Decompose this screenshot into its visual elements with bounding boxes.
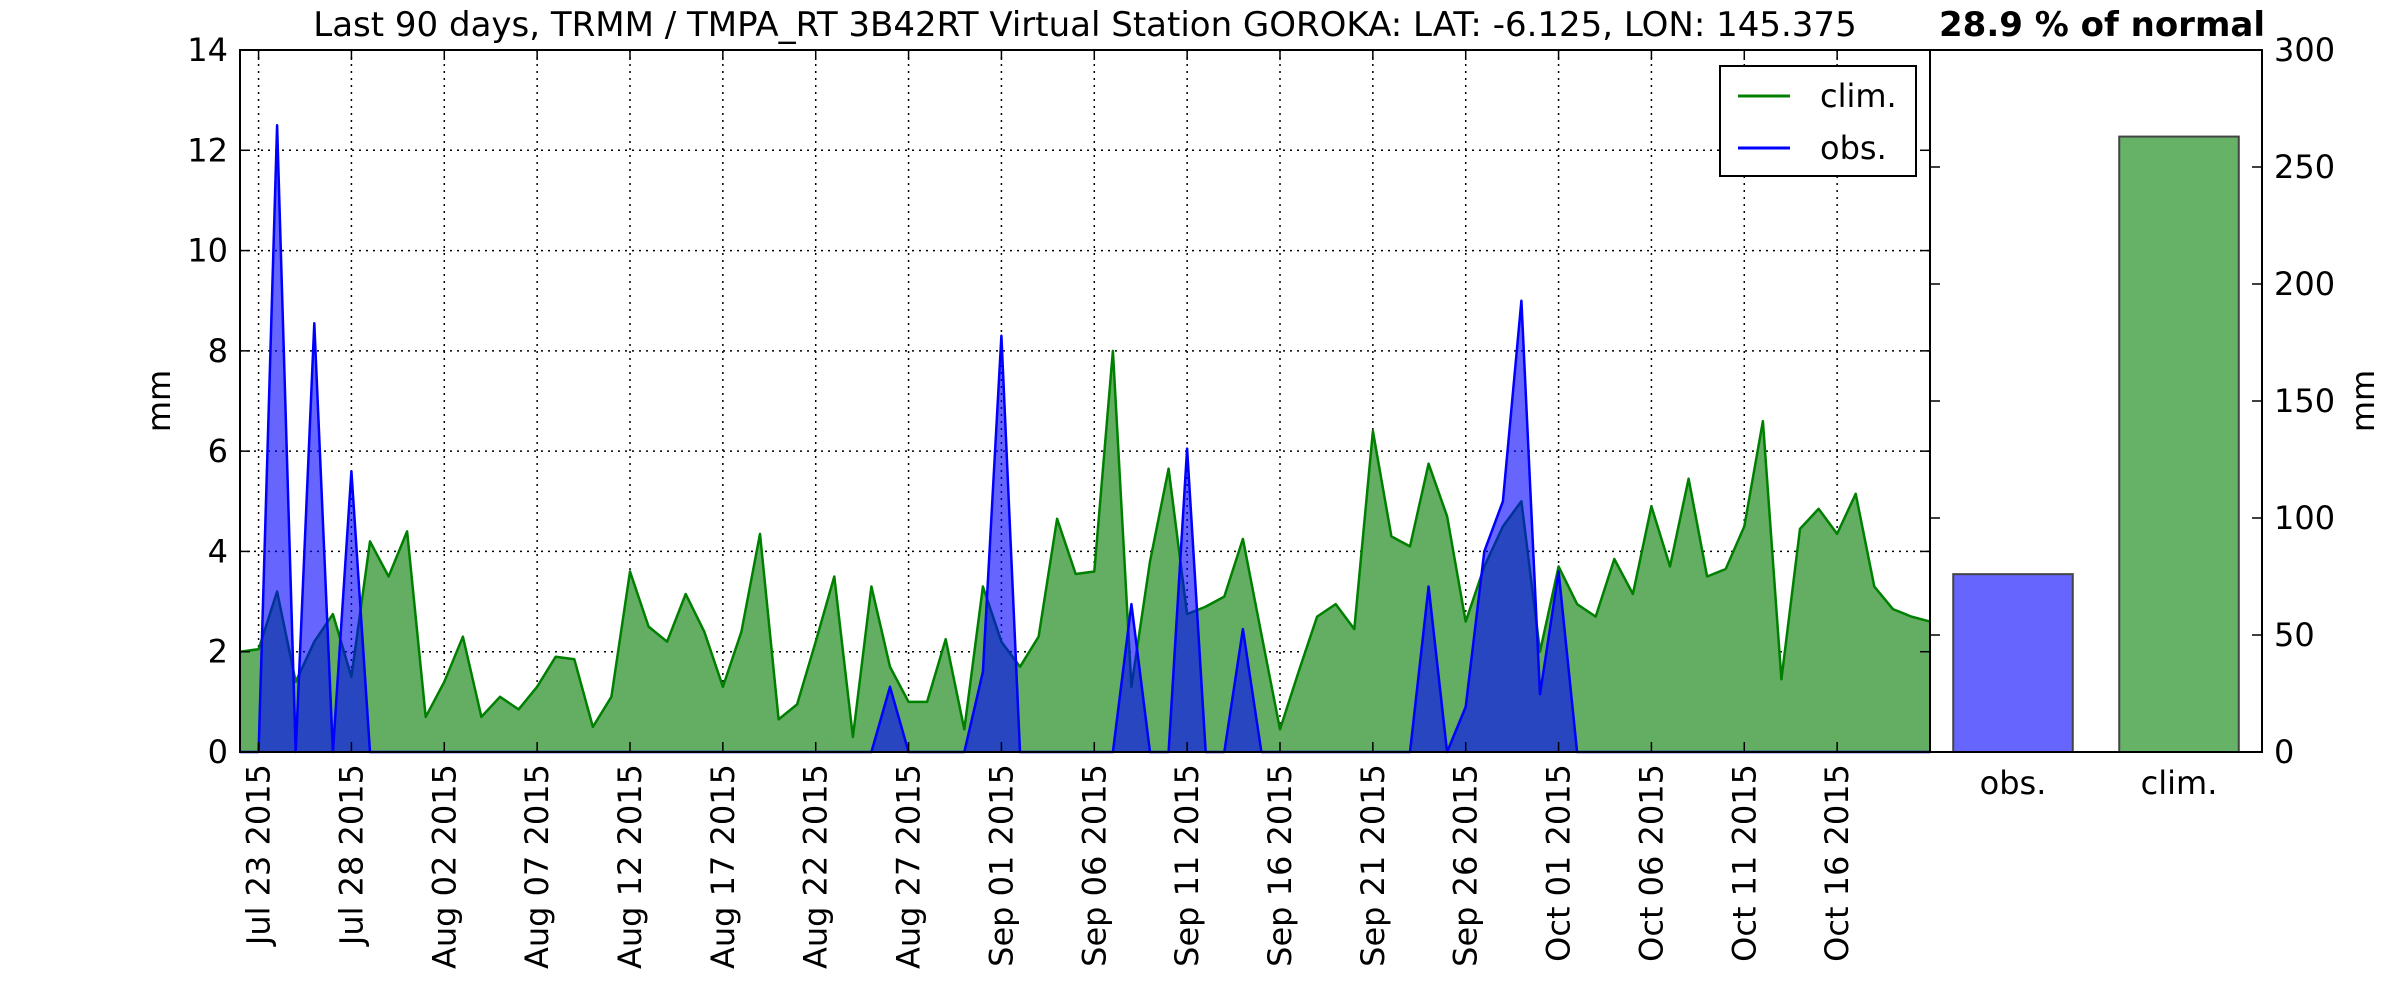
main-x-tick-label-16: Oct 11 2015: [1725, 764, 1763, 962]
bar-clim: [2118, 135, 2240, 753]
main-y-axis: 0 2 4 6 8 10 12 14: [187, 31, 1930, 771]
main-y-tick-label-5: 10: [187, 232, 228, 270]
main-y-tick-label-3: 6: [208, 432, 228, 470]
main-y-tick-label-1: 2: [208, 633, 228, 671]
bar-y-tick-label-3: 150: [2274, 382, 2335, 420]
bar-y-axis-label: mm: [2344, 370, 2382, 432]
bar-obs: [1952, 573, 2074, 753]
main-x-axis: Jul 23 2015 Jul 28 2015 Aug 02 2015 Aug 07 …: [240, 50, 1856, 969]
main-chart-title: Last 90 days, TRMM / TMPA_RT 3B42RT Virt…: [313, 5, 1856, 45]
main-x-tick-label-14: Oct 01 2015: [1540, 764, 1578, 962]
main-x-tick-label-1: Jul 28 2015: [332, 764, 370, 947]
main-x-tick-label-6: Aug 22 2015: [797, 764, 835, 969]
main-y-tick-label-4: 8: [208, 332, 228, 370]
main-x-tick-label-10: Sep 11 2015: [1168, 764, 1206, 967]
main-x-tick-label-5: Aug 17 2015: [704, 764, 742, 969]
legend-clim-label: clim.: [1820, 77, 1897, 115]
area-fill-series-1: [240, 125, 1930, 752]
bar-y-tick-label-1: 50: [2274, 616, 2315, 654]
main-y-tick-label-6: 12: [187, 131, 228, 169]
bar-x-tick-label-1: clim.: [2141, 764, 2218, 802]
bar-x-tick-label-0: obs.: [1980, 764, 2047, 802]
main-x-tick-label-17: Oct 16 2015: [1818, 764, 1856, 962]
area-line-series-0: [239, 349, 1931, 739]
main-y-tick-label-0: 0: [208, 733, 228, 771]
legend: clim. obs.: [1719, 65, 1917, 177]
bar-y-tick-label-6: 300: [2274, 31, 2335, 69]
main-x-tick-label-11: Sep 16 2015: [1261, 764, 1299, 967]
main-x-tick-label-12: Sep 21 2015: [1354, 764, 1392, 967]
bar-marks: [1952, 135, 2240, 753]
main-x-tick-label-3: Aug 07 2015: [518, 764, 556, 969]
main-x-tick-label-4: Aug 12 2015: [611, 764, 649, 969]
bar-y-tick-label-0: 0: [2274, 733, 2294, 771]
main-y-tick-label-7: 14: [187, 31, 228, 69]
main-x-tick-label-8: Sep 01 2015: [982, 764, 1020, 967]
legend-box: [1719, 65, 1917, 177]
bar-chart-title: 28.9 % of normal: [1939, 5, 2265, 45]
main-x-tick-label-13: Sep 26 2015: [1447, 764, 1485, 967]
main-x-tick-label-2: Aug 02 2015: [425, 764, 463, 969]
bar-y-tick-label-2: 100: [2274, 499, 2335, 537]
main-x-tick-label-9: Sep 06 2015: [1075, 764, 1113, 967]
main-x-tick-label-0: Jul 23 2015: [240, 764, 278, 947]
main-y-tick-label-2: 4: [208, 532, 228, 570]
bar-x-axis: obs. clim.: [1980, 764, 2218, 802]
legend-obs-label: obs.: [1820, 129, 1887, 167]
main-areas: [239, 123, 1931, 754]
bar-y-axis: 0 50 100 150 200 250 300: [1930, 31, 2335, 771]
bar-y-tick-label-4: 200: [2274, 265, 2335, 303]
main-y-axis-label: mm: [140, 370, 178, 432]
main-x-tick-label-7: Aug 27 2015: [890, 764, 928, 969]
bar-y-tick-label-5: 250: [2274, 148, 2335, 186]
main-x-tick-label-15: Oct 06 2015: [1632, 764, 1670, 962]
